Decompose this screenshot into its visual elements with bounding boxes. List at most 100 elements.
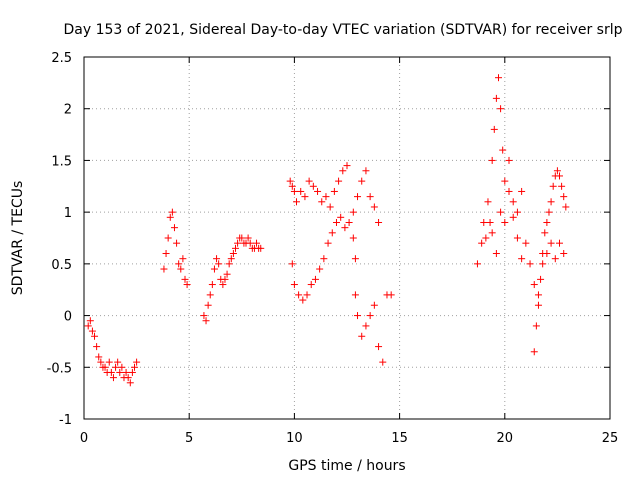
data-point xyxy=(354,193,362,201)
data-point xyxy=(484,198,492,206)
data-point xyxy=(162,250,170,258)
data-point xyxy=(343,162,351,170)
data-point xyxy=(133,358,141,366)
data-point xyxy=(497,208,505,216)
data-point xyxy=(501,218,509,226)
chart-title: Day 153 of 2021, Sidereal Day-to-day VTE… xyxy=(63,22,622,38)
data-point xyxy=(501,177,509,185)
data-point xyxy=(478,239,486,247)
data-point xyxy=(299,296,307,304)
data-point xyxy=(227,255,235,263)
data-point xyxy=(206,291,214,299)
data-point xyxy=(107,368,115,376)
data-point xyxy=(541,229,549,237)
y-tick-label: 0.5 xyxy=(51,258,72,273)
data-point xyxy=(297,187,305,195)
data-point xyxy=(229,250,237,258)
data-point xyxy=(518,187,526,195)
data-point xyxy=(492,94,500,102)
data-point xyxy=(223,270,231,278)
data-point xyxy=(225,260,233,268)
data-point xyxy=(497,105,505,113)
data-point xyxy=(173,239,181,247)
data-point xyxy=(547,198,555,206)
data-point xyxy=(358,177,366,185)
data-point xyxy=(116,368,124,376)
data-point xyxy=(293,198,301,206)
data-point xyxy=(221,275,229,283)
data-point xyxy=(560,193,568,201)
data-point xyxy=(322,193,330,201)
data-point xyxy=(354,312,362,320)
data-point xyxy=(164,234,172,242)
x-tick-labels: 0 5 10 15 20 25 xyxy=(80,431,618,446)
data-point xyxy=(549,182,557,190)
data-point xyxy=(341,224,349,232)
data-point xyxy=(526,260,534,268)
data-point xyxy=(290,281,298,289)
data-point xyxy=(560,250,568,258)
data-point xyxy=(337,213,345,221)
data-point xyxy=(492,250,500,258)
data-point xyxy=(490,125,498,133)
data-point xyxy=(547,239,555,247)
y-tick-labels: -1 -0.5 0 0.5 1 1.5 2 2.5 xyxy=(47,51,72,428)
data-point xyxy=(556,239,564,247)
data-point xyxy=(551,255,559,263)
y-tick-label: 2.5 xyxy=(51,51,72,66)
x-tick-label: 20 xyxy=(497,431,514,446)
y-tick-label: 1.5 xyxy=(51,154,72,169)
data-point xyxy=(534,301,542,309)
y-axis-label: SDTVAR / TECUs xyxy=(10,181,26,296)
data-point xyxy=(288,182,296,190)
data-point xyxy=(537,275,545,283)
data-point xyxy=(114,358,122,366)
data-point xyxy=(307,281,315,289)
data-point xyxy=(213,255,221,263)
data-point xyxy=(320,255,328,263)
data-point xyxy=(95,353,103,361)
data-point xyxy=(513,234,521,242)
data-point xyxy=(505,156,513,164)
x-tick-label: 5 xyxy=(185,431,193,446)
axis-ticks xyxy=(83,56,611,420)
data-point xyxy=(556,172,564,180)
data-point xyxy=(362,322,370,330)
data-point xyxy=(118,363,126,371)
data-point xyxy=(130,363,138,371)
data-point xyxy=(332,218,340,226)
data-point xyxy=(112,363,120,371)
data-point xyxy=(179,255,187,263)
data-point xyxy=(351,255,359,263)
data-point xyxy=(530,348,538,356)
data-point xyxy=(488,156,496,164)
data-point xyxy=(101,363,109,371)
data-point xyxy=(128,368,136,376)
x-tick-label: 25 xyxy=(602,431,619,446)
data-point xyxy=(175,260,183,268)
data-point xyxy=(86,317,94,325)
data-point xyxy=(208,281,216,289)
data-point xyxy=(126,379,134,387)
data-point xyxy=(358,332,366,340)
x-axis-label: GPS time / hours xyxy=(288,458,405,474)
data-point xyxy=(202,317,210,325)
data-point xyxy=(238,234,246,242)
data-point xyxy=(290,187,298,195)
data-point xyxy=(486,218,494,226)
data-point xyxy=(473,260,481,268)
data-point xyxy=(488,229,496,237)
data-point xyxy=(84,322,92,330)
data-point xyxy=(522,239,530,247)
data-point xyxy=(219,281,227,289)
data-point xyxy=(204,301,212,309)
data-point xyxy=(518,255,526,263)
data-point xyxy=(330,187,338,195)
data-point xyxy=(494,74,502,82)
data-point xyxy=(215,260,223,268)
data-point xyxy=(166,213,174,221)
y-tick-label: 2 xyxy=(64,103,72,118)
data-point xyxy=(539,260,547,268)
y-tick-label: -1 xyxy=(59,413,72,428)
